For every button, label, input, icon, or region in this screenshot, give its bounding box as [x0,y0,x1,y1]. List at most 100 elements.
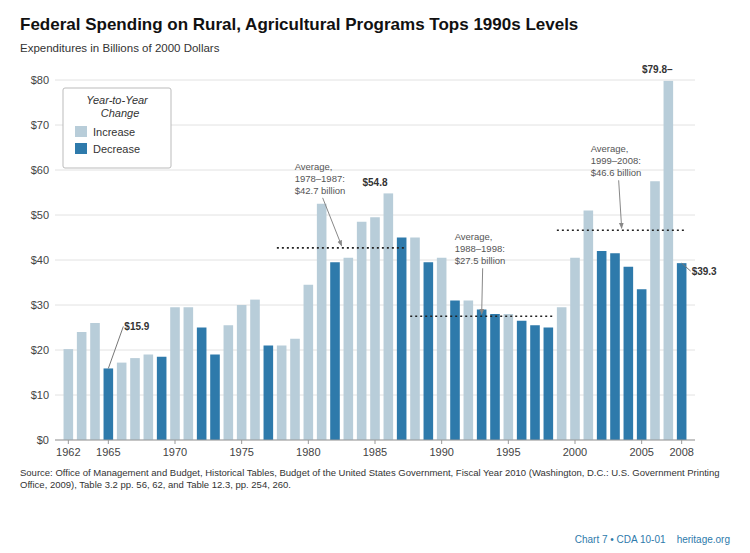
plot-area [64,81,687,440]
average-line [410,315,553,317]
average-label-line: $42.7 billion [295,185,346,196]
bar [584,211,594,441]
average-label-line: 1999–2008: [591,155,641,166]
x-tick-label: 1990 [429,446,453,458]
bar [157,357,167,440]
y-tick-label: $30 [31,299,49,311]
grid-line [55,215,695,216]
legend-title-line: Change [95,107,140,119]
bar [517,321,527,440]
source: Source: Office of Management and Budget,… [20,467,720,490]
y-tick-label: $40 [31,254,49,266]
bar [370,217,380,440]
bar [250,300,260,440]
bar [330,262,340,440]
leader-line [108,326,123,368]
y-tick-label: $50 [31,209,49,221]
bar [677,263,687,440]
x-tick [641,440,642,444]
x-tick [108,440,109,444]
legend-box [63,88,171,168]
bar [397,238,407,441]
average-arrow [482,268,483,314]
average-label-line: Average, [455,231,493,242]
x-tick [508,440,509,444]
bar [464,301,474,441]
y-tick-label: $10 [31,389,49,401]
bar [424,262,434,440]
bar [357,222,367,440]
average-label: Average,1978–1987:$42.7 billion [295,161,346,196]
bar [144,355,154,441]
bar [117,363,127,440]
y-tick-label: $20 [31,344,49,356]
legend-title-line: Year-to-Year [86,94,149,106]
bar [490,314,500,440]
bar [410,238,420,441]
average-line [557,230,687,232]
bar [264,346,274,441]
leader-line [682,263,691,271]
bar [170,307,180,440]
x-tick-label: 2005 [629,446,653,458]
x-tick [241,440,242,444]
bar [504,314,514,440]
bar [384,193,394,440]
average-label: Average,1988–1998:$27.5 billion [455,231,506,266]
y-tick-label: $70 [31,119,49,131]
x-tick [681,440,682,444]
bar [570,258,580,440]
average-label-line: $46.6 billion [591,167,642,178]
annotation: $54.8 [362,177,387,188]
x-tick [308,440,309,444]
x-tick [175,440,176,444]
bar [90,323,100,440]
x-tick-label: 1962 [56,446,80,458]
x-tick [441,440,442,444]
average-label-line: Average, [295,161,333,172]
bar [317,204,327,440]
legend-swatch [75,143,87,154]
bar [664,81,674,440]
bar [224,325,234,440]
bar [544,328,554,441]
x-tick-label: 1985 [363,446,387,458]
bar [637,289,647,440]
y-tick-label: $0 [37,434,49,446]
bar [64,349,74,440]
bar [650,181,660,440]
average-label-line: 1988–1998: [455,243,505,254]
bar [77,332,87,440]
grid [55,80,695,440]
bar [344,258,354,440]
x-tick [575,440,576,444]
bar [197,328,207,441]
bar [557,307,567,440]
bar [290,339,300,440]
bar [450,301,460,441]
bar [277,346,287,441]
x-tick-label: 2000 [563,446,587,458]
subtitle: Expenditures in Billions of 2000 Dollars [20,42,220,54]
bar [477,310,487,441]
average-label-line: $27.5 billion [455,255,506,266]
average-line [277,247,407,249]
title: Federal Spending on Rural, Agricultural … [20,15,578,34]
grid-line [55,80,695,81]
bar [530,325,540,440]
average-arrow [619,180,622,228]
bar [610,253,620,440]
annotation: $79.8– [642,64,673,75]
x-tick-label: 1980 [296,446,320,458]
bar [437,258,447,440]
x-tick [375,440,376,444]
annotation: $15.9 [124,321,149,332]
x-tick [68,440,69,444]
x-tick-label: 1995 [496,446,520,458]
bar [237,305,247,440]
average-label-line: Average, [591,143,629,154]
legend-swatch [75,126,87,137]
y-tick-label: $60 [31,164,49,176]
bar [104,368,114,440]
legend-label: Increase [93,126,135,138]
